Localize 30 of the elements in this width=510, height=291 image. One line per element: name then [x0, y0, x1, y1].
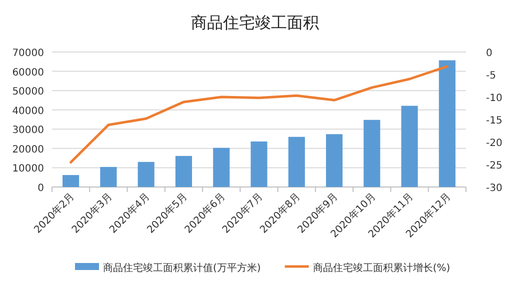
y2-tick-label: -5: [486, 70, 496, 82]
y-tick-label: 10000: [12, 164, 44, 175]
y-tick-label: 0: [38, 183, 44, 194]
legend-label: 商品住宅竣工面积累计增长(%): [312, 262, 450, 274]
y2-tick-label: -10: [486, 93, 502, 104]
bar: [250, 141, 268, 187]
y-tick-label: 70000: [12, 48, 44, 59]
bar: [213, 148, 230, 187]
bar: [62, 175, 80, 187]
bar: [288, 136, 305, 187]
line-series: [70, 65, 448, 164]
legend-label: 商品住宅竣工面积累计值(万平方米): [103, 262, 261, 274]
bar: [100, 166, 117, 187]
chart-title: 商品住宅竣工面积: [191, 13, 319, 32]
bar: [138, 162, 154, 187]
y2-tick-label: -15: [486, 116, 502, 126]
y-tick-label: 40000: [12, 106, 44, 117]
bar: [438, 60, 456, 187]
bar: [364, 120, 380, 187]
bar: [175, 156, 192, 187]
y-tick-label: 20000: [12, 144, 44, 156]
y2-tick-label: 0: [486, 48, 492, 59]
y2-tick-label: -20: [486, 138, 502, 149]
bar: [401, 106, 418, 187]
y2-tick-label: -25: [486, 160, 502, 172]
y2-tick-label: -30: [486, 183, 502, 194]
y-tick-label: 60000: [12, 67, 44, 78]
bar: [326, 134, 343, 187]
y-tick-label: 50000: [12, 86, 44, 98]
y-tick-label: 30000: [12, 125, 44, 136]
